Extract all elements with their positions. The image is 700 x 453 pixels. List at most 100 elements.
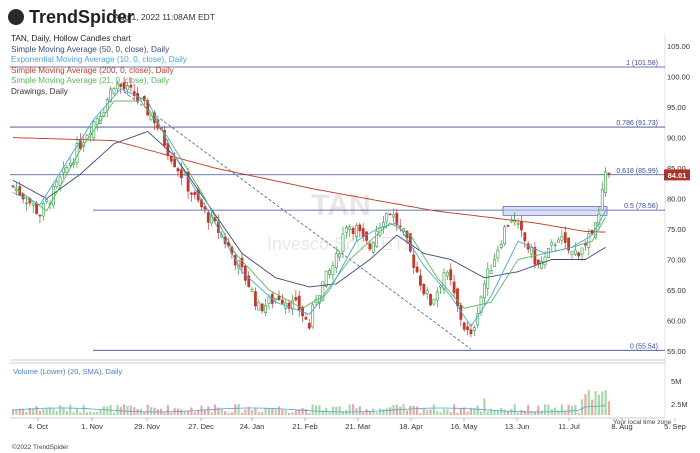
volume-bar: [463, 407, 466, 415]
candle-body: [243, 265, 247, 281]
fib-level-label: 0.5 (78.56): [624, 203, 658, 210]
volume-bar: [426, 409, 429, 415]
candle-body: [435, 291, 439, 301]
candle-body: [247, 275, 251, 287]
volume-bar: [500, 408, 503, 415]
volume-bar: [170, 412, 173, 415]
volume-bar: [288, 412, 291, 415]
volume-bar: [453, 404, 456, 415]
volume-bar: [42, 409, 45, 415]
candle-body: [405, 230, 409, 239]
candle-body: [126, 85, 129, 90]
volume-bar: [149, 407, 153, 415]
candle-body: [449, 269, 453, 281]
candle-body: [186, 171, 190, 192]
candle-body: [267, 296, 271, 304]
volume-bar: [527, 404, 530, 415]
candle-body: [553, 244, 557, 247]
candle-body: [358, 224, 362, 232]
candle-body: [287, 302, 291, 309]
candle-body: [570, 250, 574, 255]
volume-bar: [469, 407, 473, 415]
candle-body: [469, 329, 473, 335]
volume-bar: [126, 405, 129, 415]
volume-bar: [82, 405, 85, 415]
volume-bar: [143, 411, 146, 415]
volume-bar: [331, 406, 334, 415]
legend-item[interactable]: Simple Moving Average (200, 0, close), D…: [11, 65, 174, 75]
volume-bar: [466, 411, 469, 415]
candle-body: [381, 222, 385, 227]
candle-body: [41, 203, 45, 217]
volume-bar: [197, 409, 200, 415]
x-tick-label: 29. Nov: [134, 422, 160, 431]
volume-bar: [85, 412, 89, 415]
volume-bar: [261, 412, 264, 415]
volume-bar: [604, 390, 607, 415]
candle-body: [597, 213, 601, 225]
moving-average-line: [12, 130, 606, 288]
candle-body: [35, 203, 38, 214]
volume-bar: [301, 407, 304, 415]
volume-bar: [25, 411, 28, 415]
volume-bar: [513, 404, 516, 415]
volume-bar: [351, 404, 355, 415]
volume-bar: [99, 409, 102, 415]
volume-bar: [409, 405, 412, 415]
candle-body: [573, 249, 577, 255]
candle-body: [563, 232, 567, 243]
legend-item[interactable]: Drawings, Daily: [11, 86, 68, 96]
candle-body: [392, 214, 395, 218]
x-tick-label: 16. May: [451, 422, 478, 431]
x-tick-label: 21. Mar: [345, 422, 371, 431]
candle-body: [452, 281, 456, 294]
candle-body: [506, 225, 510, 227]
candle-body: [334, 253, 338, 268]
legend-item[interactable]: Exponential Moving Average (10, 0, close…: [11, 55, 187, 65]
volume-bar: [65, 411, 68, 415]
candle-body: [55, 181, 59, 188]
volume-bar: [355, 407, 358, 415]
x-tick-label: 27. Dec: [188, 422, 214, 431]
legend-item[interactable]: Simple Moving Average (50, 0, close), Da…: [11, 44, 170, 54]
candle-body: [52, 186, 55, 206]
volume-bar: [574, 404, 577, 415]
candle-body: [122, 82, 126, 90]
volume-bar: [227, 412, 230, 415]
candle-body: [422, 283, 426, 295]
timezone-label[interactable]: Your local time zone: [613, 419, 672, 426]
volume-bar: [493, 410, 496, 415]
volume-bar: [580, 399, 584, 415]
x-tick-label: 1. Nov: [81, 422, 103, 431]
volume-bar: [378, 408, 382, 415]
candle-body: [587, 233, 591, 248]
volume-bar: [341, 410, 345, 415]
volume-bar: [422, 409, 425, 415]
volume-bar: [55, 410, 58, 415]
candle-body: [132, 91, 136, 97]
volume-bar: [557, 410, 560, 415]
volume-bar: [473, 408, 476, 415]
volume-bar: [584, 394, 587, 415]
volume-bar: [244, 409, 247, 415]
candle-body: [169, 156, 173, 162]
candle-body: [445, 271, 449, 277]
trendspider-logo-icon: [8, 9, 24, 25]
volume-bar: [496, 410, 499, 415]
volume-bar: [163, 412, 166, 415]
brand-logo: TrendSpider: [8, 7, 134, 28]
candle-body: [567, 237, 570, 251]
candle-body: [429, 294, 432, 306]
volume-bar: [237, 404, 240, 415]
legend-item[interactable]: Simple Moving Average (21, 0, close), Da…: [11, 76, 170, 86]
candle-body: [577, 252, 581, 257]
candle-body: [432, 298, 436, 305]
volume-bar: [186, 410, 190, 415]
volume-bar: [537, 405, 540, 415]
volume-bar: [291, 412, 294, 415]
candle-body: [476, 313, 480, 326]
volume-bar: [516, 412, 520, 415]
candle-body: [395, 212, 399, 226]
candle-body: [543, 256, 547, 266]
candle-body: [25, 202, 28, 205]
